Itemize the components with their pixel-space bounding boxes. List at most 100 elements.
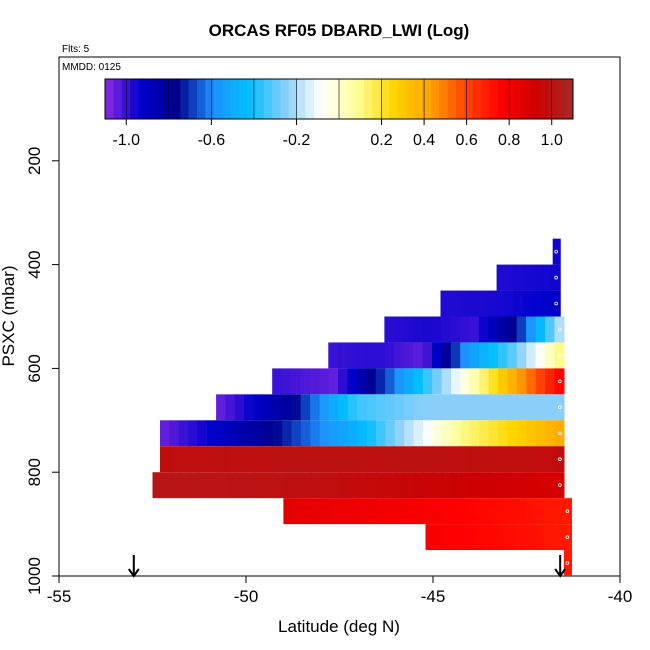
heatmap-cell — [507, 368, 518, 395]
colorbar-tick-label: 1.0 — [541, 132, 563, 149]
heatmap-cell — [460, 394, 471, 421]
heatmap-cell — [216, 394, 227, 421]
flight-markers — [127, 555, 566, 578]
colorbar-swatch — [447, 79, 457, 119]
heatmap-cell — [497, 342, 508, 369]
heatmap-cell — [422, 342, 433, 369]
heatmap-cell — [461, 524, 472, 551]
flight-marker-arrow — [554, 555, 566, 578]
heatmap-cell — [550, 290, 561, 317]
heatmap-cell — [244, 420, 255, 447]
heatmap-cell — [489, 524, 500, 551]
heatmap-cell — [479, 368, 490, 395]
measurement-points — [554, 249, 570, 565]
colorbar-swatch — [255, 79, 265, 119]
heatmap-cell — [309, 368, 320, 395]
heatmap-cell — [413, 498, 424, 525]
measurement-point — [554, 301, 558, 306]
heatmap-cell — [479, 472, 490, 499]
heatmap-cell — [423, 446, 433, 473]
heatmap-cell — [526, 446, 537, 473]
heatmap-cell — [543, 498, 554, 525]
heatmap-cell — [541, 290, 552, 317]
colorbar-swatch — [196, 79, 206, 119]
heatmap-cell — [431, 316, 442, 343]
heatmap-cell — [159, 446, 170, 473]
heatmap-cell — [471, 524, 481, 551]
heatmap-cell — [441, 498, 452, 525]
heatmap-cell — [440, 290, 451, 317]
measurement-point — [558, 483, 562, 487]
colorbar-swatch — [305, 79, 315, 119]
heatmap-cell — [357, 394, 368, 421]
heatmap-cell — [507, 394, 518, 421]
heatmap-cell — [441, 446, 452, 473]
heatmap-cell — [441, 368, 452, 395]
heatmap-cell — [412, 316, 423, 343]
colorbar-swatch — [405, 79, 415, 119]
heatmap-cell — [338, 446, 349, 473]
heatmap-cell — [292, 498, 303, 525]
heatmap-cell — [562, 498, 572, 525]
heatmap-cell — [451, 472, 462, 499]
heatmap-cell — [441, 420, 452, 447]
heatmap-cell — [385, 446, 396, 473]
colorbar-swatch — [464, 79, 474, 119]
heatmap-cell — [516, 524, 527, 551]
heatmap-cell — [553, 524, 563, 551]
colorbar-swatch — [347, 79, 357, 119]
heatmap-cell — [357, 446, 368, 473]
heatmap-cell — [515, 498, 526, 525]
heatmap-cell — [541, 264, 552, 291]
heatmap-cell — [451, 446, 462, 473]
y-axis-label: PSXC (mbar) — [0, 265, 18, 366]
heatmap-cell — [554, 446, 565, 473]
heatmap-cell — [404, 420, 415, 447]
y-tick-label: 200 — [25, 147, 44, 175]
heatmap-cell — [386, 472, 397, 499]
heatmap-cell — [319, 446, 330, 473]
heatmap-cell — [479, 342, 490, 369]
heatmap-cell — [225, 420, 236, 447]
heatmap-cell — [329, 446, 340, 473]
heatmap-cell — [180, 472, 191, 499]
heatmap-cell — [348, 498, 359, 525]
heatmap-cell — [272, 368, 283, 395]
measurement-point — [558, 353, 562, 358]
heatmap-cell — [235, 446, 246, 473]
x-tick-label: -55 — [47, 587, 72, 606]
heatmap-cell — [423, 420, 433, 447]
heatmap-cell — [507, 316, 518, 343]
heatmap-cell — [516, 420, 527, 447]
heatmap-cell — [319, 420, 330, 447]
date-label: MMDD: 0125 — [62, 62, 121, 73]
heatmap-cell — [292, 472, 303, 499]
heatmap-cell — [272, 446, 283, 473]
heatmap-cell — [152, 472, 163, 499]
heatmap-cell — [385, 420, 396, 447]
heatmap-cell — [443, 524, 454, 551]
colorbar-swatch — [280, 79, 290, 119]
colorbar-tick-label: 0.2 — [370, 132, 392, 149]
colorbar-swatch — [138, 79, 148, 119]
heatmap-cell — [301, 498, 312, 525]
heatmap-cell — [544, 524, 554, 551]
heatmap-cell — [486, 290, 497, 317]
heatmap-cell — [413, 420, 424, 447]
heatmap-cell — [535, 394, 546, 421]
colorbar-swatch — [313, 79, 323, 119]
colorbar-swatch — [439, 79, 449, 119]
heatmap-cell — [459, 498, 470, 525]
heatmap-cell — [320, 498, 331, 525]
heatmap-cell — [367, 498, 377, 525]
heatmap-cell — [469, 368, 480, 395]
heatmap-cell — [535, 342, 546, 369]
heatmap-cell — [403, 316, 414, 343]
colorbar-swatch — [113, 79, 123, 119]
heatmap-cell — [488, 316, 499, 343]
heatmap-cell — [291, 394, 302, 421]
heatmap-cell — [413, 394, 424, 421]
heatmap-cell — [347, 446, 358, 473]
measurement-point — [554, 275, 558, 280]
